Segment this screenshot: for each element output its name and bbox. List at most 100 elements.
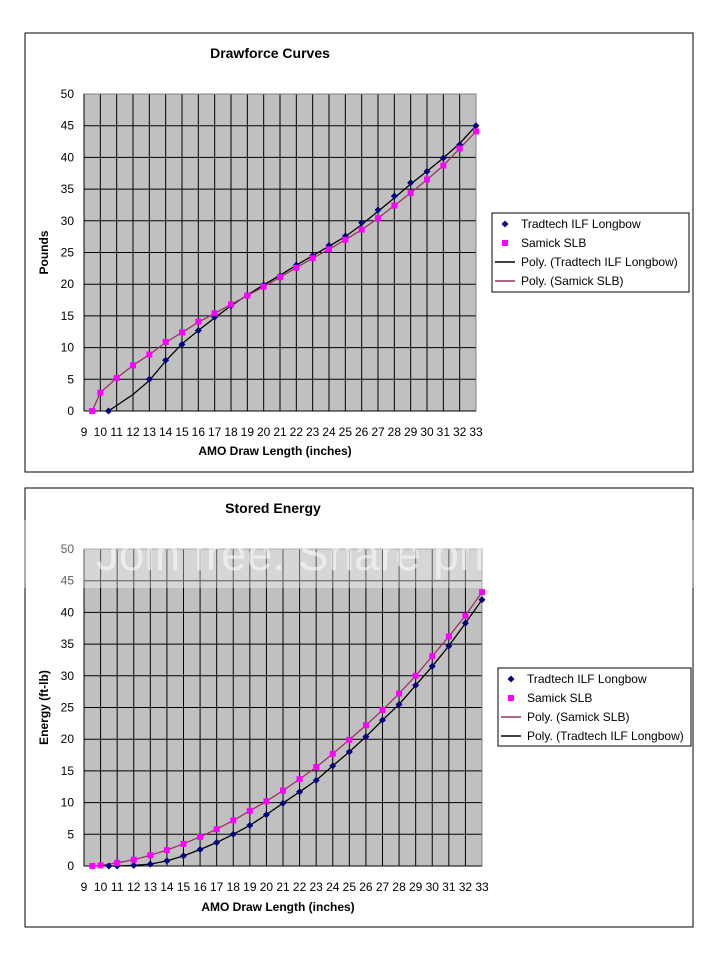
x-axis-title: AMO Draw Length (inches) bbox=[198, 444, 351, 458]
x-tick-label: 14 bbox=[159, 425, 173, 439]
y-tick-label: 15 bbox=[61, 764, 75, 778]
x-tick-label: 23 bbox=[309, 880, 323, 894]
data-point-square bbox=[130, 856, 137, 863]
data-point-square bbox=[162, 338, 169, 345]
chart-1: 9 10 11 12 13 14 15 16 17 18 19 20 21 22 23 24 25 26 27 28 2… bbox=[24, 32, 694, 473]
data-point-square bbox=[358, 226, 365, 233]
data-point-diamond bbox=[146, 860, 154, 868]
x-tick-label: 32 bbox=[459, 880, 473, 894]
data-point-diamond bbox=[428, 662, 436, 670]
data-point-square bbox=[391, 202, 398, 209]
data-point-square bbox=[97, 862, 104, 869]
x-tick-label: 26 bbox=[355, 425, 369, 439]
y-tick-label: 40 bbox=[61, 605, 75, 619]
data-point-square bbox=[396, 690, 403, 697]
data-point-square bbox=[195, 318, 202, 325]
data-point-square bbox=[362, 722, 369, 729]
x-tick-label: 24 bbox=[322, 425, 336, 439]
legend-box bbox=[497, 667, 692, 747]
data-point-square bbox=[277, 274, 283, 281]
x-tick-label: 13 bbox=[144, 880, 158, 894]
data-point-square bbox=[89, 408, 96, 414]
legend-label: Poly. (Samick SLB) bbox=[527, 710, 629, 724]
data-point-square bbox=[379, 707, 386, 714]
y-tick-label: 45 bbox=[61, 119, 75, 133]
x-tick-label: 31 bbox=[442, 880, 456, 894]
data-point-diamond bbox=[229, 830, 237, 838]
x-tick-label: 22 bbox=[290, 425, 304, 439]
legend-label: Tradtech ILF Longbow bbox=[521, 217, 641, 231]
data-point-diamond bbox=[262, 811, 270, 819]
data-point-square bbox=[462, 612, 469, 619]
y-axis-title: Energy (ft-lb) bbox=[37, 670, 51, 745]
x-tick-label: 21 bbox=[273, 425, 287, 439]
data-point-diamond bbox=[472, 122, 480, 130]
data-point-square bbox=[246, 807, 253, 814]
data-point-square bbox=[213, 826, 220, 833]
watermark-text: Join free. Share privately. bbox=[96, 528, 614, 580]
data-point-square bbox=[342, 236, 349, 243]
data-point-diamond bbox=[130, 861, 138, 869]
data-point-diamond bbox=[461, 619, 469, 627]
data-point-square bbox=[280, 787, 286, 794]
data-point-square bbox=[456, 145, 463, 152]
y-axis-title: Pounds bbox=[37, 230, 51, 274]
legend: Tradtech ILF Longbow Samick SLB Poly. (Tra… bbox=[491, 212, 690, 293]
x-tick-label: 25 bbox=[339, 425, 353, 439]
legend-marker-square bbox=[508, 695, 514, 701]
data-point-square bbox=[147, 852, 154, 859]
x-tick-label: 15 bbox=[177, 880, 191, 894]
y-tick-label: 35 bbox=[61, 637, 75, 651]
x-tick-label: 16 bbox=[192, 425, 206, 439]
y-tick-label: 30 bbox=[61, 669, 75, 683]
y-tick-label: 40 bbox=[61, 150, 75, 164]
data-point-diamond bbox=[213, 839, 221, 847]
data-point-diamond bbox=[362, 733, 370, 741]
data-point-square bbox=[309, 255, 316, 262]
legend-label: Poly. (Samick SLB) bbox=[521, 274, 623, 288]
y-tick-label: 25 bbox=[61, 246, 75, 260]
data-point-square bbox=[313, 764, 320, 771]
chart-2: 9 10 11 12 13 14 15 16 17 18 19 20 21 22 23 24 25 26 27 28 2… bbox=[24, 487, 694, 928]
data-point-diamond bbox=[423, 167, 431, 175]
data-point-square bbox=[445, 633, 452, 640]
data-point-diamond bbox=[390, 192, 398, 200]
data-point-square bbox=[230, 817, 237, 824]
x-tick-label: 27 bbox=[376, 880, 390, 894]
legend-label: Tradtech ILF Longbow bbox=[527, 672, 647, 686]
data-point-diamond bbox=[178, 340, 186, 348]
x-tick-label: 9 bbox=[81, 880, 88, 894]
x-tick-label: 10 bbox=[94, 880, 108, 894]
legend-marker-diamond bbox=[507, 675, 515, 683]
y-tick-label: 20 bbox=[61, 277, 75, 291]
y-tick-label: 50 bbox=[61, 542, 75, 556]
x-tick-label: 30 bbox=[420, 425, 434, 439]
data-point-diamond bbox=[379, 716, 386, 724]
data-point-square bbox=[146, 351, 153, 358]
y-tick-label: 10 bbox=[61, 796, 75, 810]
x-axis-title: AMO Draw Length (inches) bbox=[201, 900, 354, 914]
data-point-square bbox=[326, 246, 332, 253]
y-tick-label: 5 bbox=[67, 827, 74, 841]
data-point-diamond bbox=[163, 857, 171, 865]
x-tick-label: 17 bbox=[208, 425, 222, 439]
data-point-diamond bbox=[162, 356, 170, 364]
data-point-square bbox=[113, 375, 120, 382]
x-tick-label: 23 bbox=[306, 425, 320, 439]
legend-label: Samick SLB bbox=[527, 691, 592, 705]
data-point-square bbox=[346, 736, 353, 743]
x-tick-label: 25 bbox=[343, 880, 357, 894]
data-point-diamond bbox=[358, 219, 366, 227]
legend-marker-diamond bbox=[501, 220, 509, 228]
x-tick-label: 27 bbox=[371, 425, 385, 439]
data-point-square bbox=[440, 162, 447, 169]
legend-label: Samick SLB bbox=[521, 236, 586, 250]
y-tick-label: 15 bbox=[61, 309, 75, 323]
data-point-square bbox=[97, 389, 104, 396]
x-tick-label: 29 bbox=[404, 425, 418, 439]
data-point-square bbox=[163, 847, 170, 854]
x-tick-label: 28 bbox=[388, 425, 402, 439]
data-point-diamond bbox=[279, 799, 287, 807]
y-tick-label: 20 bbox=[61, 732, 75, 746]
x-tick-label: 26 bbox=[359, 880, 373, 894]
